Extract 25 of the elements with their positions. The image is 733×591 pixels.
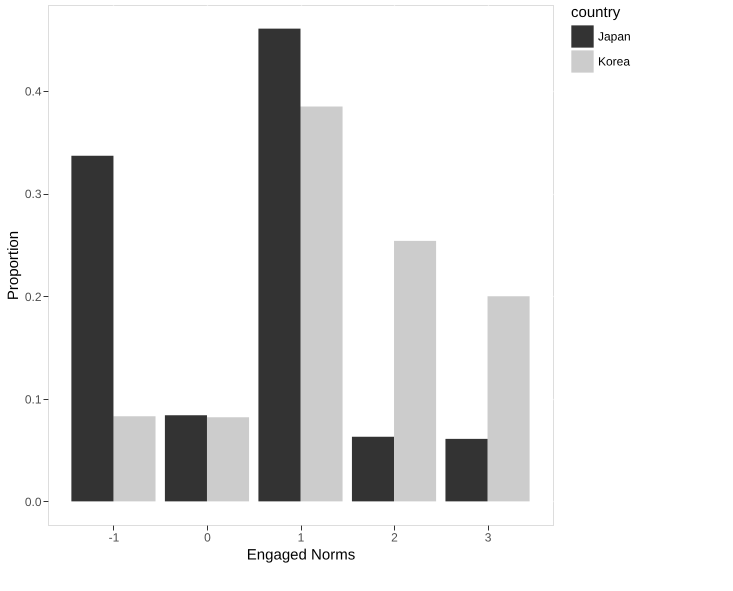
bar — [258, 28, 300, 502]
bar — [113, 416, 156, 502]
y-tick-label: 0.2 — [24, 290, 42, 304]
y-tick-label: 0.4 — [24, 84, 42, 99]
y-tick-label: 0.0 — [24, 494, 42, 509]
x-tick-label: -1 — [108, 530, 120, 544]
x-tick-label: 0 — [204, 530, 212, 544]
x-tick-label: 1 — [298, 530, 305, 544]
y-tick-label: 0.1 — [24, 392, 42, 406]
y-axis-title: Proportion — [4, 230, 22, 300]
bar — [445, 438, 488, 502]
x-tick-label: 3 — [484, 530, 492, 544]
x-axis-title: Engaged Norms — [246, 546, 356, 564]
legend-title: country — [571, 4, 621, 21]
bar — [488, 296, 530, 502]
bar — [71, 156, 114, 502]
legend-label: Japan — [598, 30, 631, 44]
legend-label: Korea — [598, 54, 630, 68]
y-tick-label: 0.3 — [24, 187, 42, 202]
bar — [300, 106, 343, 502]
bar — [206, 417, 250, 502]
x-tick-label: 2 — [391, 530, 398, 544]
bar — [394, 240, 436, 502]
bar — [164, 415, 207, 502]
bar — [352, 436, 394, 502]
